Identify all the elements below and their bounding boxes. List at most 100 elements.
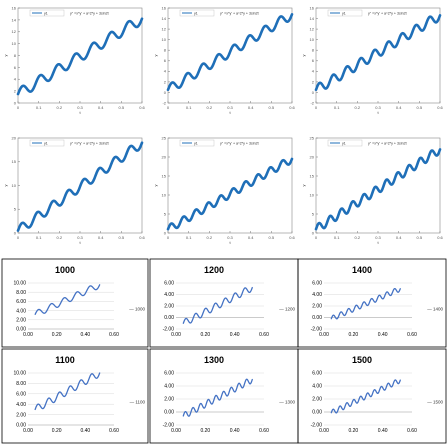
y-tick-label: 6.00 — [16, 299, 26, 305]
x-tick-label: 0.5 — [417, 235, 423, 240]
x-tick-label: 0.60 — [109, 428, 119, 434]
x-tick-label: 0.6 — [139, 105, 145, 110]
x-tick-label: 0.4 — [98, 235, 104, 240]
chart-panel-1: 0 2 4 6 8 10 12 14 16 0 0.1 0.2 0.3 0.4 0.5 0.6 t y y1 y'' … — [3, 5, 146, 115]
x-tick-label: 0.3 — [375, 235, 381, 240]
legend-label: y1 — [342, 11, 346, 15]
y-tick-label: 10 — [310, 37, 315, 42]
series-label: — 1300 — [279, 400, 295, 405]
y-tick-label: 0.00 — [16, 327, 26, 333]
x-tick-label: 0.60 — [259, 428, 269, 434]
x-tick-label: 0.20 — [348, 428, 358, 434]
x-tick-label: 0.20 — [52, 332, 62, 338]
y-tick-label: 8 — [312, 48, 315, 53]
x-tick-label: 0.20 — [52, 428, 62, 434]
x-axis-label: t — [79, 110, 81, 115]
chart-title: 1200 — [204, 265, 224, 275]
y-tick-label: 10 — [162, 192, 167, 197]
y-tick-label: 5 — [14, 207, 17, 212]
x-tick-label: 0.40 — [230, 332, 240, 338]
y-tick-label: 20 — [162, 154, 167, 159]
x-tick-label: 0.4 — [98, 105, 104, 110]
series-label: — 1100 — [130, 400, 146, 405]
y-tick-label: 4.00 — [16, 308, 26, 314]
chart-panel-8: 1200— 1200-2.000.002.004.006.000.00 0.20 0… — [149, 258, 299, 348]
chart-title: 1300 — [204, 355, 224, 365]
y-tick-label: 10.00 — [13, 371, 26, 377]
y-tick-label: 0.00 — [312, 315, 322, 321]
legend-label: y1 — [44, 11, 48, 15]
series-line — [16, 141, 144, 232]
chart-panel-10: 1100 — 1100 0.00 2.00 4.00 6.00 8.00 10.00 0.00 0… — [1, 348, 149, 444]
x-tick-label: 0.4 — [248, 105, 254, 110]
legend-box — [327, 9, 363, 17]
x-tick-label: 0 — [17, 235, 20, 240]
x-axis-label: t — [79, 240, 81, 245]
x-tick-label: 0.6 — [437, 105, 443, 110]
equation-annotation: y'' =x*y' + a^2*y + 3sin2t — [220, 11, 259, 15]
x-tick-label: 0.1 — [36, 235, 42, 240]
y-tick-label: 0 — [164, 230, 167, 235]
y-tick-label: -2 — [162, 100, 166, 105]
y-axis-label: y — [3, 185, 8, 187]
chart-title: 1100 — [55, 355, 75, 365]
x-tick-label: 0.00 — [23, 428, 33, 434]
legend-box — [327, 139, 363, 147]
y-tick-label: 12 — [12, 29, 17, 34]
equation-annotation: y'' =x*y' + a^2*y + 3sin2t — [70, 141, 109, 145]
y-axis-label: y — [3, 55, 8, 57]
y-tick-label: 10 — [162, 37, 167, 42]
y-tick-label: 6.00 — [164, 281, 174, 287]
legend-box — [179, 139, 215, 147]
y-axis-label: y — [301, 55, 306, 57]
x-tick-label: 0.60 — [407, 428, 417, 434]
y-tick-label: 5 — [312, 211, 315, 216]
x-tick-label: 0.00 — [23, 332, 33, 338]
x-tick-label: 0.1 — [36, 105, 42, 110]
y-tick-label: 14 — [310, 16, 315, 21]
x-tick-label: 0.1 — [334, 105, 340, 110]
y-tick-label: 14 — [12, 17, 17, 22]
series-label: — 1500 — [427, 400, 443, 405]
y-tick-label: -2.00 — [163, 423, 175, 429]
y-tick-label: 8 — [14, 53, 17, 58]
x-tick-label: 0.6 — [289, 105, 295, 110]
chart-title: 1500 — [352, 355, 372, 365]
x-tick-label: 0.2 — [355, 105, 361, 110]
panel-border — [1, 258, 149, 348]
x-tick-label: 0.6 — [139, 235, 145, 240]
x-tick-label: 0.20 — [200, 332, 210, 338]
y-tick-label: 6.00 — [312, 281, 322, 287]
y-tick-label: -2 — [310, 100, 314, 105]
y-tick-label: 4 — [14, 77, 17, 82]
x-tick-label: 0.1 — [186, 105, 192, 110]
x-axis-label: t — [377, 240, 379, 245]
x-tick-label: 0.3 — [375, 105, 381, 110]
x-tick-label: 0 — [167, 235, 170, 240]
chart-title: 1000 — [55, 265, 75, 275]
panel-border — [297, 258, 447, 348]
x-tick-label: 0.40 — [80, 332, 90, 338]
x-tick-label: 0.3 — [77, 235, 83, 240]
x-tick-label: 0.3 — [77, 105, 83, 110]
y-tick-label: 2.00 — [312, 397, 322, 403]
y-tick-label: 4 — [164, 69, 167, 74]
y-tick-label: 0.00 — [164, 410, 174, 416]
x-tick-label: 0.2 — [207, 235, 213, 240]
y-tick-label: 2.00 — [16, 412, 26, 418]
y-tick-label: 8.00 — [16, 290, 26, 296]
y-tick-label: 2.00 — [312, 304, 322, 310]
y-tick-label: 15 — [162, 173, 167, 178]
legend-label: y1 — [194, 11, 198, 15]
y-tick-label: 8 — [164, 48, 167, 53]
x-tick-label: 0.6 — [437, 235, 443, 240]
x-tick-label: 0 — [17, 105, 20, 110]
plot-area — [315, 7, 441, 104]
y-tick-label: -2.00 — [311, 327, 323, 333]
x-tick-label: 0.20 — [348, 332, 358, 338]
series-line — [166, 157, 294, 231]
y-tick-label: 6 — [164, 58, 167, 63]
y-tick-label: 16 — [12, 5, 17, 10]
